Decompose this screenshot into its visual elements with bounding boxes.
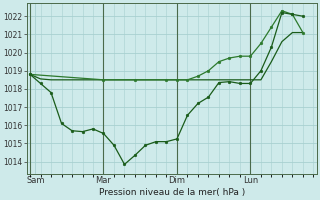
X-axis label: Pression niveau de la mer( hPa ): Pression niveau de la mer( hPa ) (99, 188, 245, 197)
